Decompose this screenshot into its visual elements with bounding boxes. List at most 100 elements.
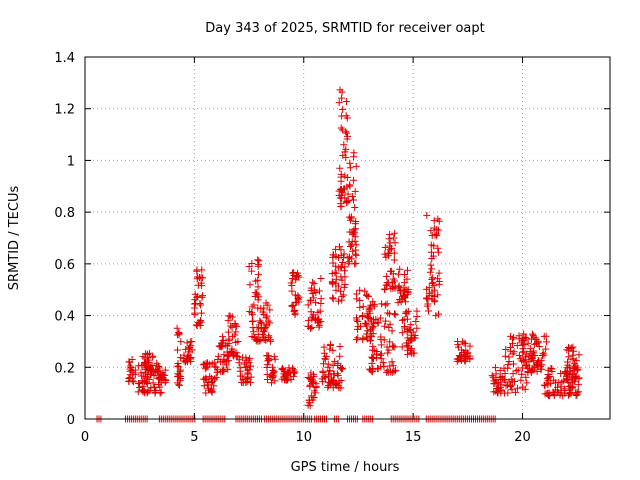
data-point — [427, 248, 435, 256]
data-point — [317, 295, 325, 303]
data-point — [403, 266, 411, 274]
data-point — [210, 375, 218, 383]
data-point — [218, 343, 226, 351]
data-point — [306, 402, 314, 410]
data-point — [144, 387, 152, 395]
data-point — [309, 278, 317, 286]
data-point — [558, 378, 566, 386]
data-point — [434, 291, 442, 299]
data-point — [248, 267, 256, 275]
data-point — [288, 275, 296, 283]
data-point — [339, 364, 347, 372]
data-point — [332, 286, 340, 294]
data-point — [434, 274, 442, 282]
data-point — [501, 376, 509, 384]
data-point — [560, 389, 568, 397]
data-point — [365, 314, 373, 322]
data-point — [319, 378, 327, 386]
data-point — [312, 299, 320, 307]
data-point — [335, 384, 343, 392]
data-point — [187, 357, 195, 365]
data-point — [161, 366, 169, 374]
grid — [85, 57, 610, 419]
data-point — [191, 290, 199, 298]
data-point — [270, 353, 278, 361]
data-point — [385, 346, 393, 354]
data-point — [513, 384, 521, 392]
y-tick-label: 0.4 — [54, 310, 75, 325]
data-point — [395, 282, 403, 290]
data-point — [389, 275, 397, 283]
data-point — [321, 355, 329, 363]
data-point — [249, 324, 257, 332]
data-point — [145, 375, 153, 383]
data-point — [181, 358, 189, 366]
data-point — [342, 112, 350, 120]
data-point — [338, 365, 346, 373]
data-point — [434, 244, 442, 252]
data-point — [156, 389, 164, 397]
data-point — [154, 381, 162, 389]
data-point — [435, 217, 443, 225]
data-point — [389, 342, 397, 350]
data-point — [359, 303, 367, 311]
data-point — [177, 374, 185, 382]
data-point — [432, 312, 440, 320]
data-point — [396, 287, 404, 295]
data-point — [335, 99, 343, 107]
data-point — [338, 194, 346, 202]
data-point — [224, 328, 232, 336]
data-point — [307, 284, 315, 292]
data-point — [311, 389, 319, 397]
data-point — [403, 275, 411, 283]
data-point — [492, 370, 500, 378]
x-tick-label: 20 — [514, 430, 531, 445]
data-point — [388, 244, 396, 252]
data-point — [346, 164, 354, 172]
data-point — [557, 370, 565, 378]
data-point — [574, 381, 582, 389]
data-point — [390, 367, 398, 375]
data-point — [340, 141, 348, 149]
data-point — [340, 250, 348, 258]
data-point — [195, 273, 203, 281]
data-point — [235, 356, 243, 364]
data-point — [197, 309, 205, 317]
data-point — [407, 349, 415, 357]
x-tick-label: 10 — [295, 430, 312, 445]
data-point — [368, 332, 376, 340]
data-point — [175, 371, 183, 379]
data-point — [385, 235, 393, 243]
x-tick-label: 15 — [405, 430, 422, 445]
data-point — [390, 249, 398, 257]
data-point — [391, 310, 399, 318]
data-point — [557, 383, 565, 391]
data-point — [213, 368, 221, 376]
data-point — [368, 359, 376, 367]
y-tick-label: 0 — [67, 413, 75, 428]
data-point — [137, 372, 145, 380]
data-point — [269, 372, 277, 380]
data-point — [225, 351, 233, 359]
data-point — [348, 241, 356, 249]
data-point — [551, 386, 559, 394]
data-point — [310, 286, 318, 294]
data-point — [198, 266, 206, 274]
data-point — [505, 378, 513, 386]
data-point — [262, 299, 270, 307]
data-point — [376, 314, 384, 322]
data-point — [228, 323, 236, 331]
data-point — [461, 340, 469, 348]
data-point — [520, 348, 528, 356]
data-point — [341, 172, 349, 180]
data-point — [143, 389, 151, 397]
data-point — [340, 283, 348, 291]
data-point — [186, 342, 194, 350]
data-point — [223, 342, 231, 350]
data-point — [293, 273, 301, 281]
data-point — [320, 349, 328, 357]
data-point — [247, 379, 255, 387]
data-point — [572, 391, 580, 399]
data-point — [350, 149, 358, 157]
data-point — [173, 362, 181, 370]
